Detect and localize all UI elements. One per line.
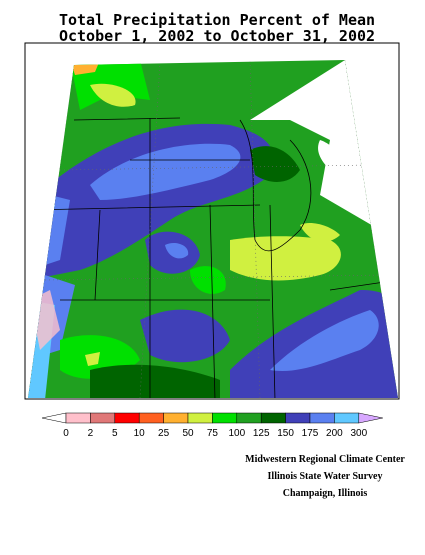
legend-label: 10	[134, 428, 146, 439]
legend-swatch	[236, 412, 262, 424]
legend-swatch	[90, 412, 116, 424]
legend-label: 125	[253, 428, 270, 439]
legend-under-arrow	[41, 412, 67, 424]
legend-swatch	[163, 412, 189, 424]
legend-swatch	[212, 412, 238, 424]
map-frame	[24, 42, 400, 400]
title-line: Total Precipitation Percent of Mean	[59, 11, 375, 29]
legend-label: 2	[88, 428, 94, 439]
legend-label: 50	[182, 428, 194, 439]
legend: 0 2 5 10 25 50 75 100 125 150 175 200 300	[41, 412, 383, 439]
legend-swatch	[114, 412, 140, 424]
legend-label: 200	[326, 428, 343, 439]
legend-over-arrow	[358, 412, 383, 424]
legend-swatch	[309, 412, 335, 424]
legend-label: 75	[207, 428, 219, 439]
legend-label: 300	[350, 428, 367, 439]
legend-swatch	[65, 412, 91, 424]
legend-label: 100	[228, 428, 245, 439]
title-line: October 1, 2002 to October 31, 2002	[59, 27, 375, 45]
legend-swatch	[187, 412, 213, 424]
credit-line: Midwestern Regional Climate Center	[245, 454, 405, 465]
legend-swatch	[138, 412, 164, 424]
legend-label: 5	[112, 428, 118, 439]
credit-line: Champaign, Illinois	[283, 488, 368, 499]
legend-swatch	[334, 412, 360, 424]
legend-label: 150	[277, 428, 294, 439]
legend-label: 25	[158, 428, 170, 439]
legend-swatch	[285, 412, 311, 424]
legend-swatch	[260, 412, 286, 424]
legend-label: 0	[63, 428, 69, 439]
precip-map	[28, 60, 398, 398]
credits: Midwestern Regional Climate Center Illino…	[245, 454, 405, 499]
credit-line: Illinois State Water Survey	[268, 471, 383, 482]
legend-label: 175	[302, 428, 319, 439]
